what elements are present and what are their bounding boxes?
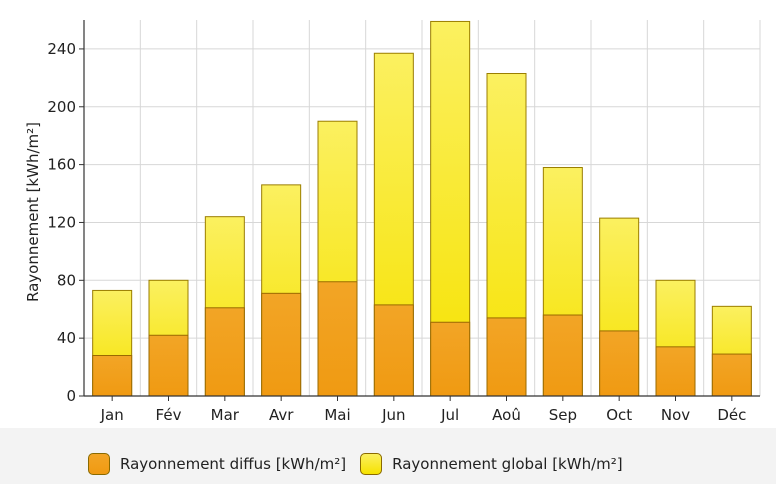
y-tick-label: 160: [47, 156, 76, 174]
legend-item-global: Rayonnement global [kWh/m²]: [360, 453, 623, 475]
bar-diffus-Sep: [542, 314, 583, 397]
legend: Rayonnement diffus [kWh/m²] Rayonnement …: [88, 452, 637, 476]
x-tick-label: Mar: [211, 406, 240, 424]
legend-swatch-global: [360, 453, 383, 475]
x-tick-label: Fév: [156, 406, 182, 424]
x-tick-label: Oct: [606, 406, 632, 424]
y-tick-label: 40: [57, 329, 76, 347]
x-tick-label: Déc: [717, 406, 746, 424]
bar-diffus-Mai: [317, 281, 358, 397]
bar-diffus-Nov: [655, 346, 696, 397]
bar-diffus-Jul: [430, 321, 471, 397]
bar-diffus-Mar: [204, 307, 245, 397]
x-tick-label: Mai: [324, 406, 350, 424]
x-tick-label: Avr: [269, 406, 294, 424]
bar-diffus-Jan: [92, 355, 133, 397]
y-tick-label: 200: [47, 98, 76, 116]
x-tick-label: Aoû: [492, 406, 521, 424]
bar-diffus-Aoû: [486, 317, 527, 397]
bar-diffus-Oct: [599, 330, 640, 397]
x-tick-label: Sep: [549, 406, 577, 424]
legend-item-diffus: Rayonnement diffus [kWh/m²]: [88, 453, 346, 475]
y-tick-label: 0: [66, 387, 76, 405]
bars-group: [92, 20, 752, 397]
y-tick-label: 240: [47, 40, 76, 58]
bar-diffus-Jun: [373, 304, 414, 397]
y-tick-label: 120: [47, 213, 76, 231]
grid-lines: [84, 20, 761, 396]
bar-diffus-Déc: [711, 353, 752, 397]
bar-diffus-Avr: [261, 292, 302, 397]
x-tick-label: Jul: [440, 406, 459, 424]
axes-group: [79, 20, 760, 401]
legend-band: [0, 428, 776, 484]
y-axis-title: Rayonnement [kWh/m²]: [24, 122, 42, 302]
y-tick-labels: 0 40 80 120 160 200 240: [47, 40, 76, 405]
x-tick-label: Jun: [381, 406, 405, 424]
legend-label-diffus: Rayonnement diffus [kWh/m²]: [120, 455, 347, 473]
x-tick-label: Nov: [661, 406, 690, 424]
x-tick-labels: Jan Fév Mar Avr Mai Jun Jul Aoû Sep Oct Nov Déc: [100, 406, 747, 424]
bar-diffus-Fév: [148, 334, 189, 397]
y-tick-label: 80: [57, 271, 76, 289]
legend-swatch-diffus: [88, 453, 110, 475]
x-tick-label: Jan: [100, 406, 124, 424]
legend-label-global: Rayonnement global [kWh/m²]: [392, 455, 623, 473]
